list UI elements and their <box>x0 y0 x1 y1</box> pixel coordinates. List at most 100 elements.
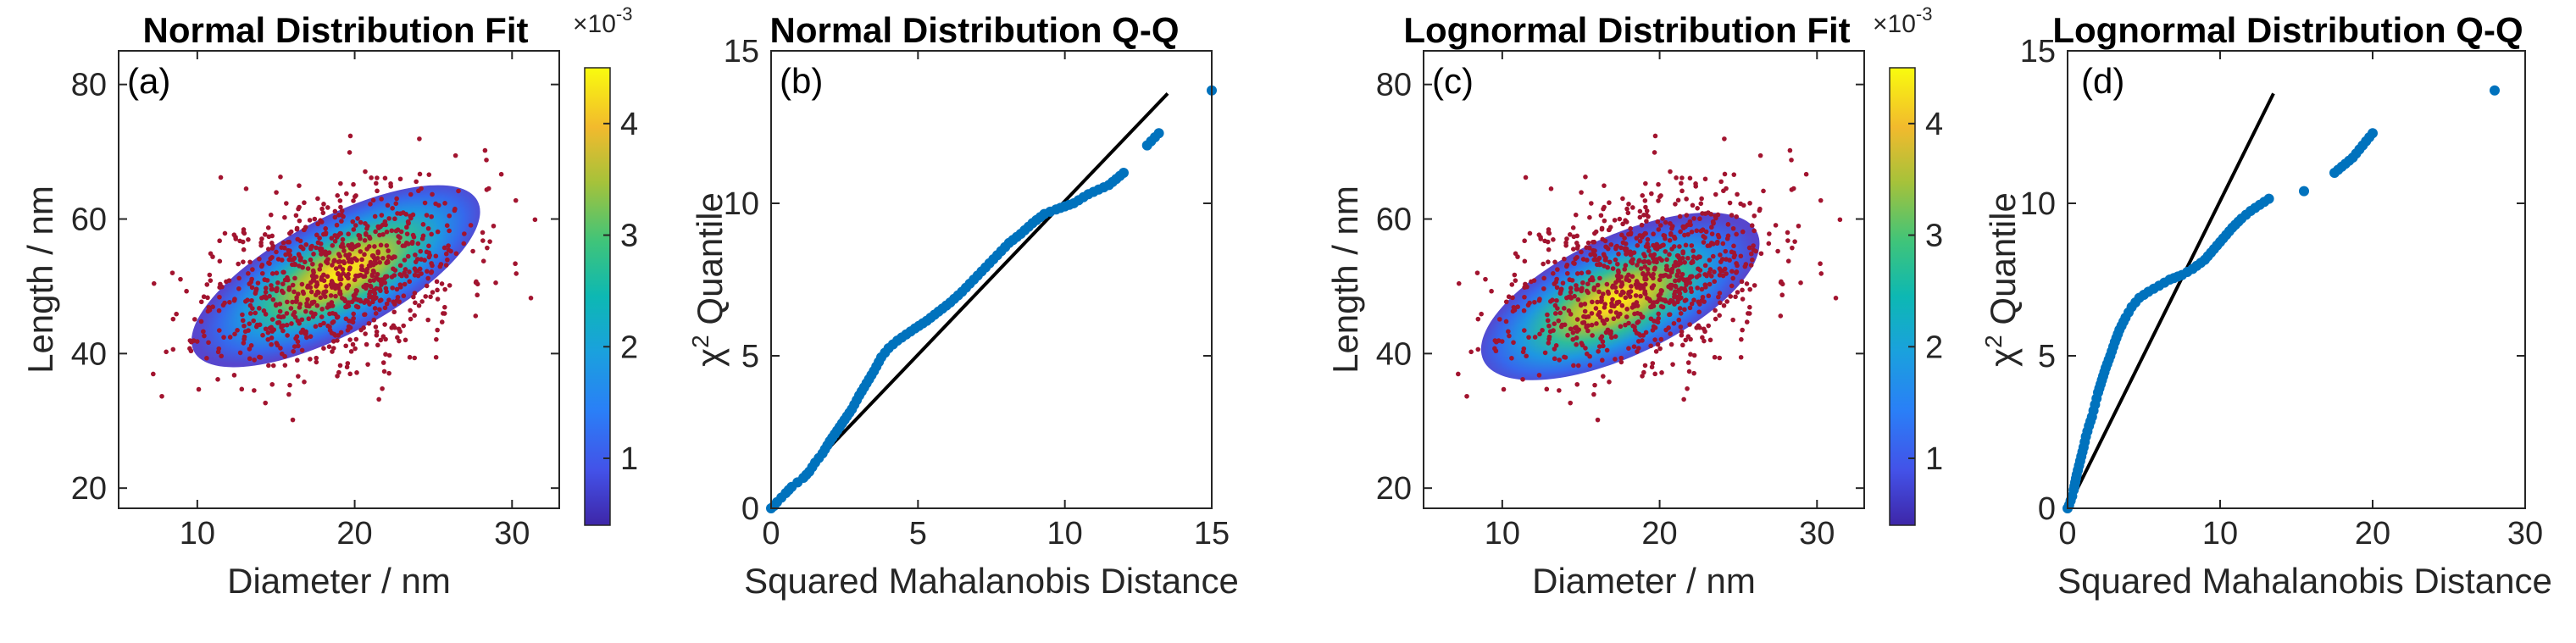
panel-c-scatter-point <box>1728 294 1734 299</box>
panel-d-xtick-label-1: 10 <box>2202 516 2238 552</box>
panel-a-scatter-point <box>532 217 538 223</box>
panel-c-scatter-point <box>1731 172 1737 177</box>
panel-c-scatter-point <box>1682 285 1687 291</box>
panel-d-plot-area <box>2062 85 2500 513</box>
panel-a-scatter-point <box>338 330 344 335</box>
panel-c-scatter-point <box>1643 180 1648 186</box>
panel-c-scatter-point <box>1740 287 1745 293</box>
panel-a-title: Normal Distribution Fit <box>143 10 529 50</box>
panel-a-scatter-point <box>380 231 386 237</box>
panel-c-scatter-point <box>1574 341 1579 347</box>
panel-a-scatter-point <box>480 230 486 236</box>
panel-a-scatter-point <box>204 282 210 287</box>
panel-c-scatter-point <box>1620 221 1625 227</box>
panel-c-scatter-point <box>1492 338 1498 343</box>
panel-a-scatter-point <box>296 343 301 349</box>
panel-c-scatter-point <box>1524 353 1529 359</box>
panel-c-scatter-point <box>1833 296 1839 301</box>
panel-a-scatter-point <box>311 252 316 257</box>
panel-a-scatter-point <box>314 245 319 251</box>
panel-a-scatter-point <box>308 257 314 263</box>
panel-a-scatter-point <box>365 362 370 367</box>
panel-c-scatter-point <box>1557 388 1562 393</box>
panel-a-scatter-point <box>278 346 283 351</box>
panel-a-scatter-point <box>383 352 388 358</box>
panel-c-scatter-point <box>1607 380 1612 385</box>
panel-c-scatter-point <box>1624 206 1629 212</box>
panel-d-xtick-label-2: 20 <box>2355 516 2390 552</box>
panel-a-scatter-point <box>370 197 376 203</box>
panel-a-scatter-point <box>353 223 358 228</box>
panel-c-scatter-point <box>1713 215 1718 221</box>
panel-a-scatter-point <box>300 327 306 333</box>
panel-a-scatter-point <box>347 246 353 251</box>
panel-a-scatter-point <box>382 322 387 327</box>
panel-c-scatter-point <box>1683 337 1689 343</box>
panel-c-scatter-point <box>1682 232 1687 238</box>
panel-c-scatter-point <box>1464 393 1469 399</box>
panel-c-scatter-point <box>1475 316 1481 322</box>
panel-a-scatter-point <box>392 216 397 222</box>
panel-c-scatter-point <box>1725 222 1731 227</box>
panel-a-scatter-point <box>268 212 274 218</box>
panel-a-ytick-label-3: 80 <box>71 68 107 103</box>
panel-c-scatter-point <box>1684 197 1689 202</box>
panel-a: Normal Distribution Fit 10 20 30 20 40 60 80 (… <box>20 3 638 601</box>
panel-c-scatter-point <box>1693 181 1698 186</box>
panel-d-xlabel: Squared Mahalanobis Distance <box>2057 561 2552 601</box>
panel-a-scatter-point <box>292 262 298 268</box>
panel-a-label: (a) <box>127 61 170 101</box>
panel-a-scatter-point <box>295 358 300 363</box>
panel-c-scatter-point <box>1716 294 1721 300</box>
panel-c-scatter-point <box>1667 300 1672 305</box>
panel-c-scatter-point <box>1789 187 1795 192</box>
panel-a-scatter-point <box>433 253 439 259</box>
panel-c-scatter-point <box>1720 241 1726 247</box>
panel-c-scatter-point <box>1527 300 1532 306</box>
panel-c-scatter-point <box>1667 252 1672 258</box>
panel-c-scatter-point <box>1724 299 1729 304</box>
panel-c-scatter-point <box>1753 248 1758 254</box>
panel-a-scatter-point <box>399 273 404 279</box>
panel-a-scatter-point <box>368 278 373 284</box>
panel-a-scatter-point <box>427 252 433 258</box>
panel-c-scatter-point <box>1546 259 1551 264</box>
panel-c-scatter-point <box>1546 323 1552 329</box>
panel-c-scatter-point <box>1564 295 1569 301</box>
panel-a-scatter-point <box>363 230 369 236</box>
panel-a-scatter-point <box>269 286 275 292</box>
panel-a-scatter-point <box>299 281 305 287</box>
panel-a-scatter-point <box>296 374 301 379</box>
panel-c-scatter-point <box>1624 252 1629 257</box>
panel-a-plot-area <box>151 133 538 423</box>
panel-a-scatter-point <box>406 241 411 247</box>
panel-a-scatter-point <box>314 274 319 280</box>
panel-c-colorbar-tick-label-3: 4 <box>1925 107 1943 142</box>
panel-a-scatter-point <box>290 299 295 305</box>
panel-c-scatter-point <box>1611 316 1617 322</box>
panel-a-scatter-point <box>382 305 388 311</box>
panel-c-scatter-point <box>1666 325 1671 330</box>
panel-c-scatter-point <box>1664 263 1669 269</box>
panel-c-scatter-point <box>1503 319 1509 324</box>
panel-a-scatter-point <box>294 225 300 231</box>
panel-c-scatter-point <box>1574 241 1579 246</box>
panel-c-scatter-point <box>1716 234 1722 240</box>
panel-c-scatter-point <box>1701 240 1707 245</box>
panel-c-scatter-point <box>1600 318 1606 324</box>
panel-a-scatter-point <box>322 294 328 299</box>
panel-a-scatter-point <box>419 271 424 276</box>
panel-c-scatter-point <box>1637 214 1643 220</box>
panel-a-scatter-point <box>198 319 204 324</box>
panel-c-scatter-point <box>1581 313 1586 319</box>
panel-a-scatter-point <box>194 339 200 344</box>
panel-a-scatter-point <box>292 275 297 281</box>
panel-a-scatter-point <box>151 280 157 286</box>
panel-a-scatter-point <box>319 307 325 312</box>
panel-a-scatter-point <box>330 243 336 248</box>
panel-a-scatter-point <box>274 249 279 255</box>
panel-c-scatter-point <box>1604 281 1610 287</box>
panel-a-scatter-point <box>302 380 307 385</box>
panel-a-scatter-point <box>331 258 337 263</box>
panel-c-scatter-point <box>1570 336 1576 342</box>
